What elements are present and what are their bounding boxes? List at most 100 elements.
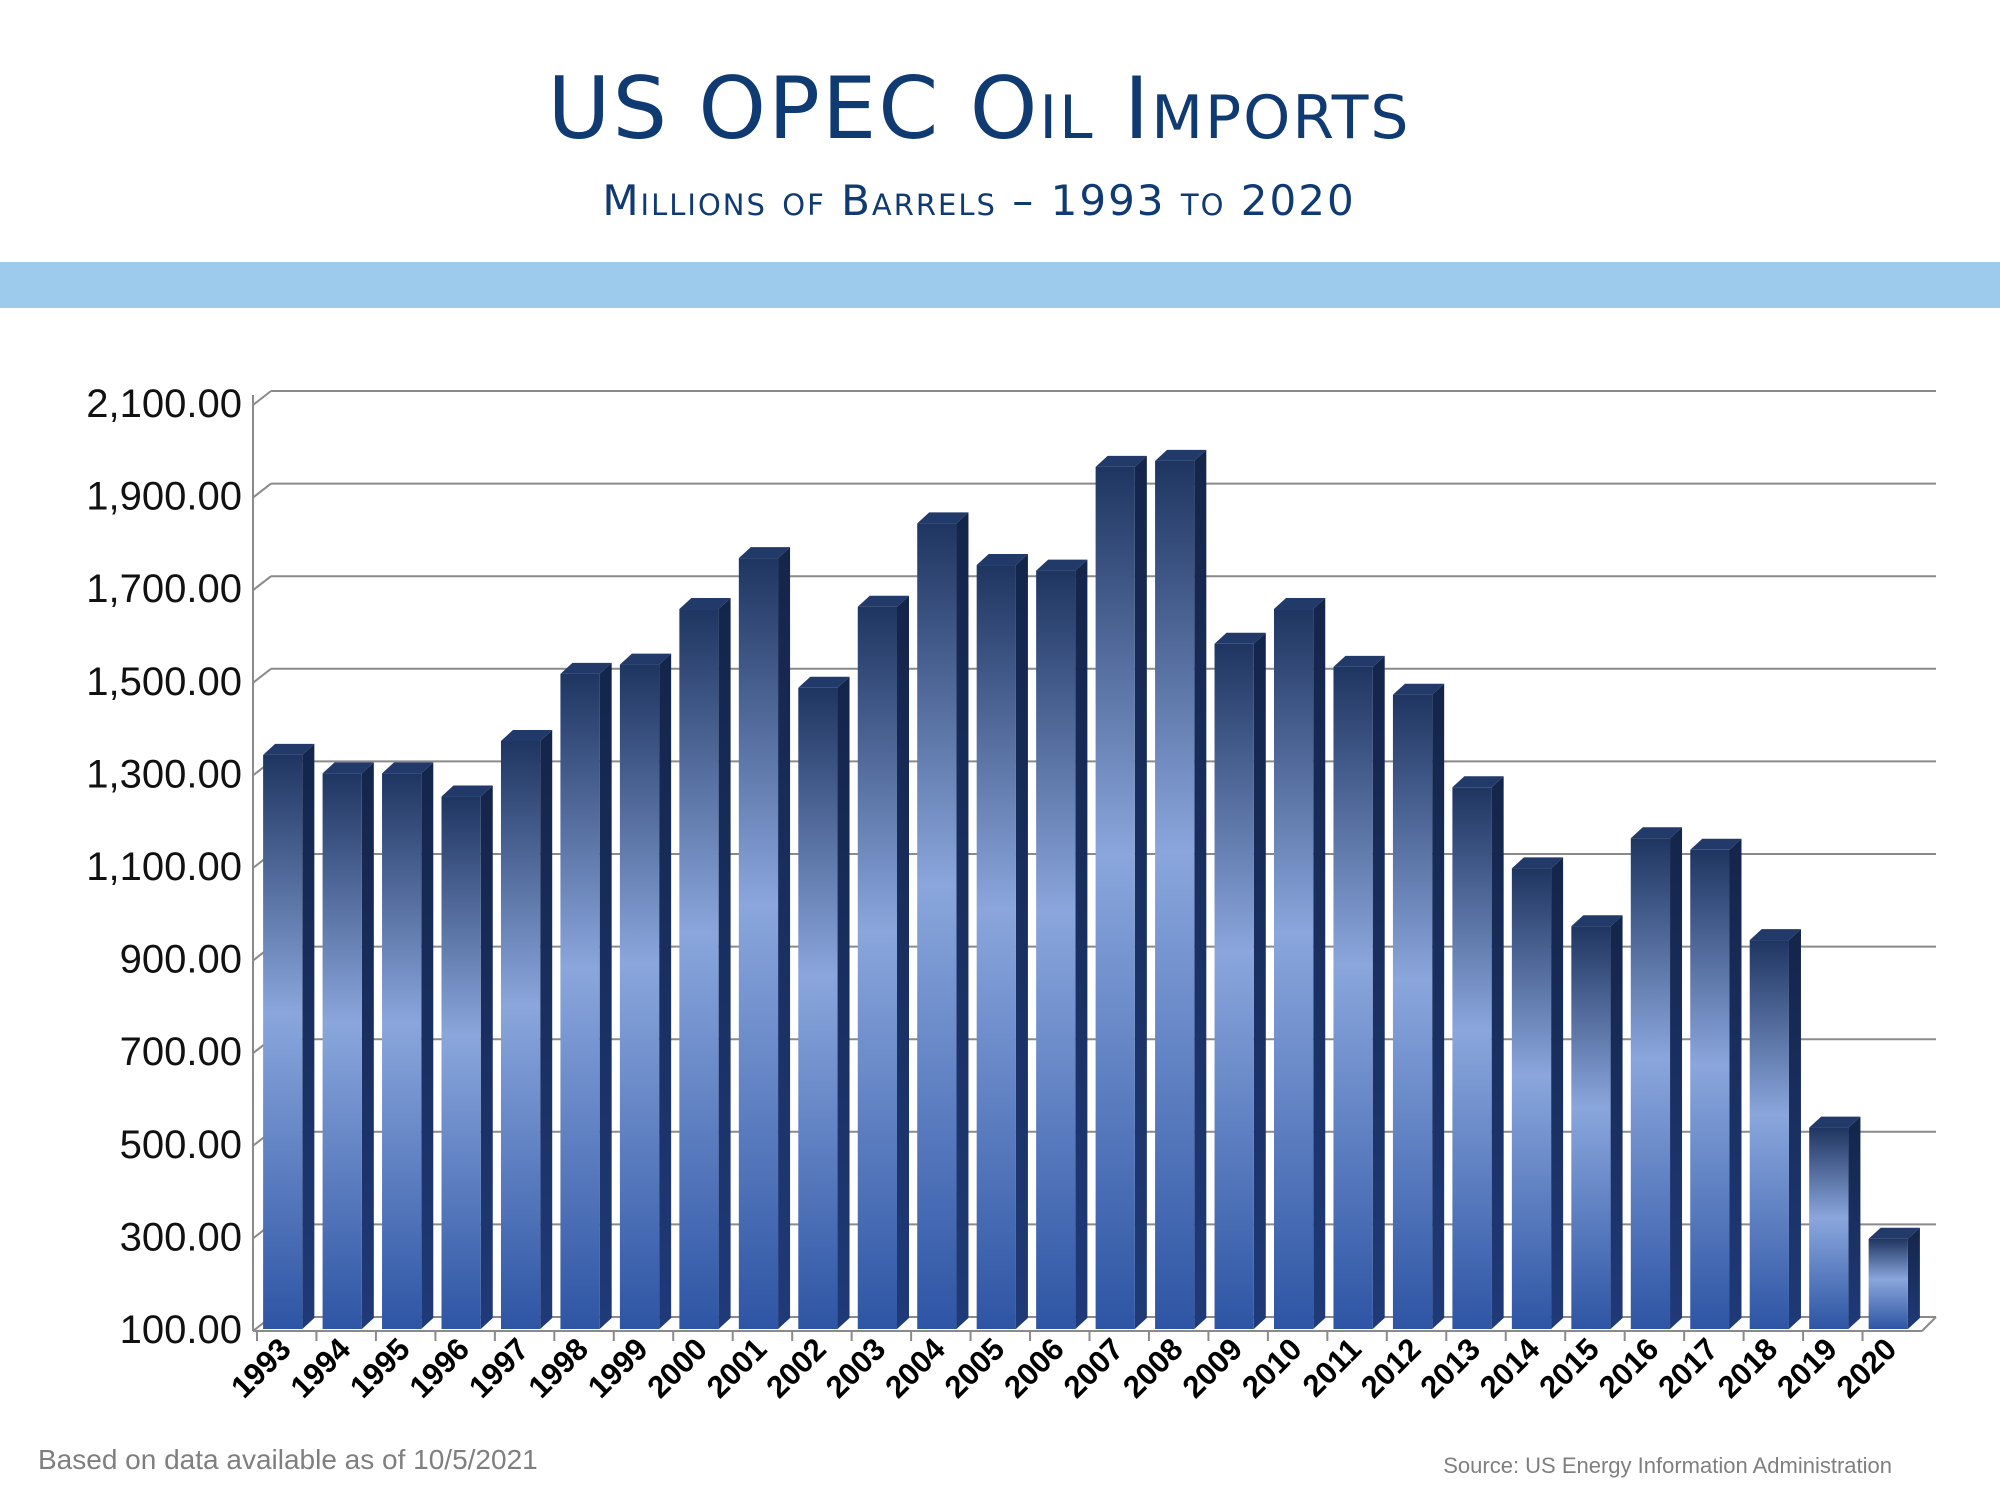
x-tick-label: 2015 (1532, 1331, 1606, 1405)
bar-front (263, 754, 303, 1329)
bar-1996 (441, 785, 493, 1329)
bar-top (560, 662, 612, 674)
bar-side (1788, 929, 1801, 1329)
bar-2013 (1452, 776, 1504, 1329)
bar-2016 (1630, 827, 1683, 1329)
x-tick-label: 2000 (640, 1331, 714, 1405)
bar-front (1511, 868, 1552, 1329)
bar-top (263, 743, 315, 755)
bar-side (659, 653, 672, 1329)
x-tick-labels: 1993199419951996199719981999200020012002… (224, 1331, 1903, 1405)
gridline-connector (252, 482, 272, 499)
bar-2008 (1155, 449, 1207, 1329)
bar-1994 (322, 762, 374, 1329)
bar-2010 (1274, 598, 1326, 1329)
bar-side (1432, 683, 1445, 1329)
x-tick-label: 1996 (403, 1331, 477, 1405)
x-tick-label: 2012 (1354, 1331, 1428, 1405)
x-tick-label: 2016 (1592, 1331, 1666, 1405)
bar-top (1868, 1227, 1920, 1239)
x-tick-label: 2017 (1651, 1331, 1725, 1405)
bar-front (441, 796, 481, 1329)
bar-top (441, 785, 493, 797)
bar-front (798, 687, 838, 1329)
bar-front (382, 773, 422, 1329)
bar-top (917, 512, 969, 524)
header-band (0, 262, 2000, 308)
x-tick-label: 1999 (581, 1331, 655, 1405)
x-tick-label: 2019 (1770, 1331, 1844, 1405)
bar-front (1868, 1238, 1908, 1329)
bar-top (1036, 559, 1088, 571)
bar-top (857, 595, 909, 607)
bar-top (322, 762, 374, 774)
bar-side (1729, 838, 1742, 1329)
bar-side (896, 595, 909, 1329)
y-tick-label: 300.00 (120, 1215, 242, 1259)
bar-side (1313, 598, 1326, 1329)
bar-front (500, 740, 541, 1329)
bar-front (917, 523, 957, 1329)
bar-2018 (1749, 929, 1801, 1329)
bar-front (1690, 849, 1730, 1329)
x-tick-label: 2001 (700, 1331, 774, 1405)
bar-side (1610, 915, 1623, 1329)
floor-edge (1921, 1316, 1937, 1332)
y-tick-labels: 100.00 300.00 500.00 700.00 900.00 1,100.00 1,… (86, 382, 242, 1352)
bar-top (1155, 449, 1207, 461)
bar-top (1749, 929, 1801, 941)
x-tick-label: 1995 (343, 1331, 417, 1405)
bar-side (837, 676, 850, 1329)
x-tick-label: 2003 (819, 1331, 893, 1405)
bar-top (1511, 857, 1564, 869)
x-tick-label: 1998 (521, 1331, 595, 1405)
bar-2017 (1690, 838, 1742, 1329)
bar-1997 (500, 729, 553, 1329)
bar-top (1214, 632, 1266, 644)
y-tick-label: 1,500.00 (86, 660, 242, 704)
bar-2011 (1333, 655, 1385, 1329)
source-note: Source: US Energy Information Administra… (1443, 1453, 1892, 1478)
bar-2020 (1868, 1227, 1920, 1329)
axes (252, 395, 1937, 1341)
y-tick-label: 1,300.00 (86, 752, 242, 796)
bar-top (1809, 1116, 1861, 1128)
bar-front (976, 565, 1016, 1329)
bar-side (1194, 449, 1207, 1329)
x-tick-label: 2004 (878, 1331, 952, 1405)
x-tick-label: 2018 (1711, 1331, 1785, 1405)
bar-front (1630, 838, 1671, 1329)
x-tick-label: 2007 (1057, 1331, 1131, 1405)
bar-side (1372, 655, 1385, 1329)
bar-top (1333, 655, 1385, 667)
bar-side (599, 662, 612, 1329)
y-tick-label: 1,900.00 (86, 475, 242, 519)
bar-top (619, 653, 672, 665)
x-tick-label: 2020 (1830, 1331, 1904, 1405)
bar-front (1274, 609, 1314, 1329)
bar-top (1274, 598, 1326, 610)
bar-2005 (976, 554, 1028, 1329)
x-tick-label: 2005 (938, 1331, 1012, 1405)
bar-side (1551, 857, 1564, 1329)
x-tick-label: 2009 (1176, 1331, 1250, 1405)
bar-side (361, 762, 374, 1329)
bar-1993 (263, 743, 315, 1329)
y-tick-label: 500.00 (120, 1123, 242, 1167)
bar-side (480, 785, 493, 1329)
bar-front (1036, 570, 1076, 1329)
bar-2000 (679, 598, 731, 1329)
bar-2003 (857, 595, 909, 1329)
bar-side (1015, 554, 1028, 1329)
y-tick-label: 700.00 (120, 1030, 242, 1074)
bar-2019 (1809, 1116, 1861, 1329)
x-tick-label: 2011 (1296, 1331, 1368, 1403)
bar-top (976, 554, 1028, 566)
x-tick-label: 2010 (1235, 1331, 1309, 1405)
bar-top (1392, 683, 1445, 695)
bar-side (1134, 455, 1147, 1329)
y-tick-label: 2,100.00 (86, 382, 242, 426)
bar-side (1075, 559, 1088, 1329)
bar-1999 (619, 653, 672, 1329)
gridline-connector (252, 575, 272, 591)
